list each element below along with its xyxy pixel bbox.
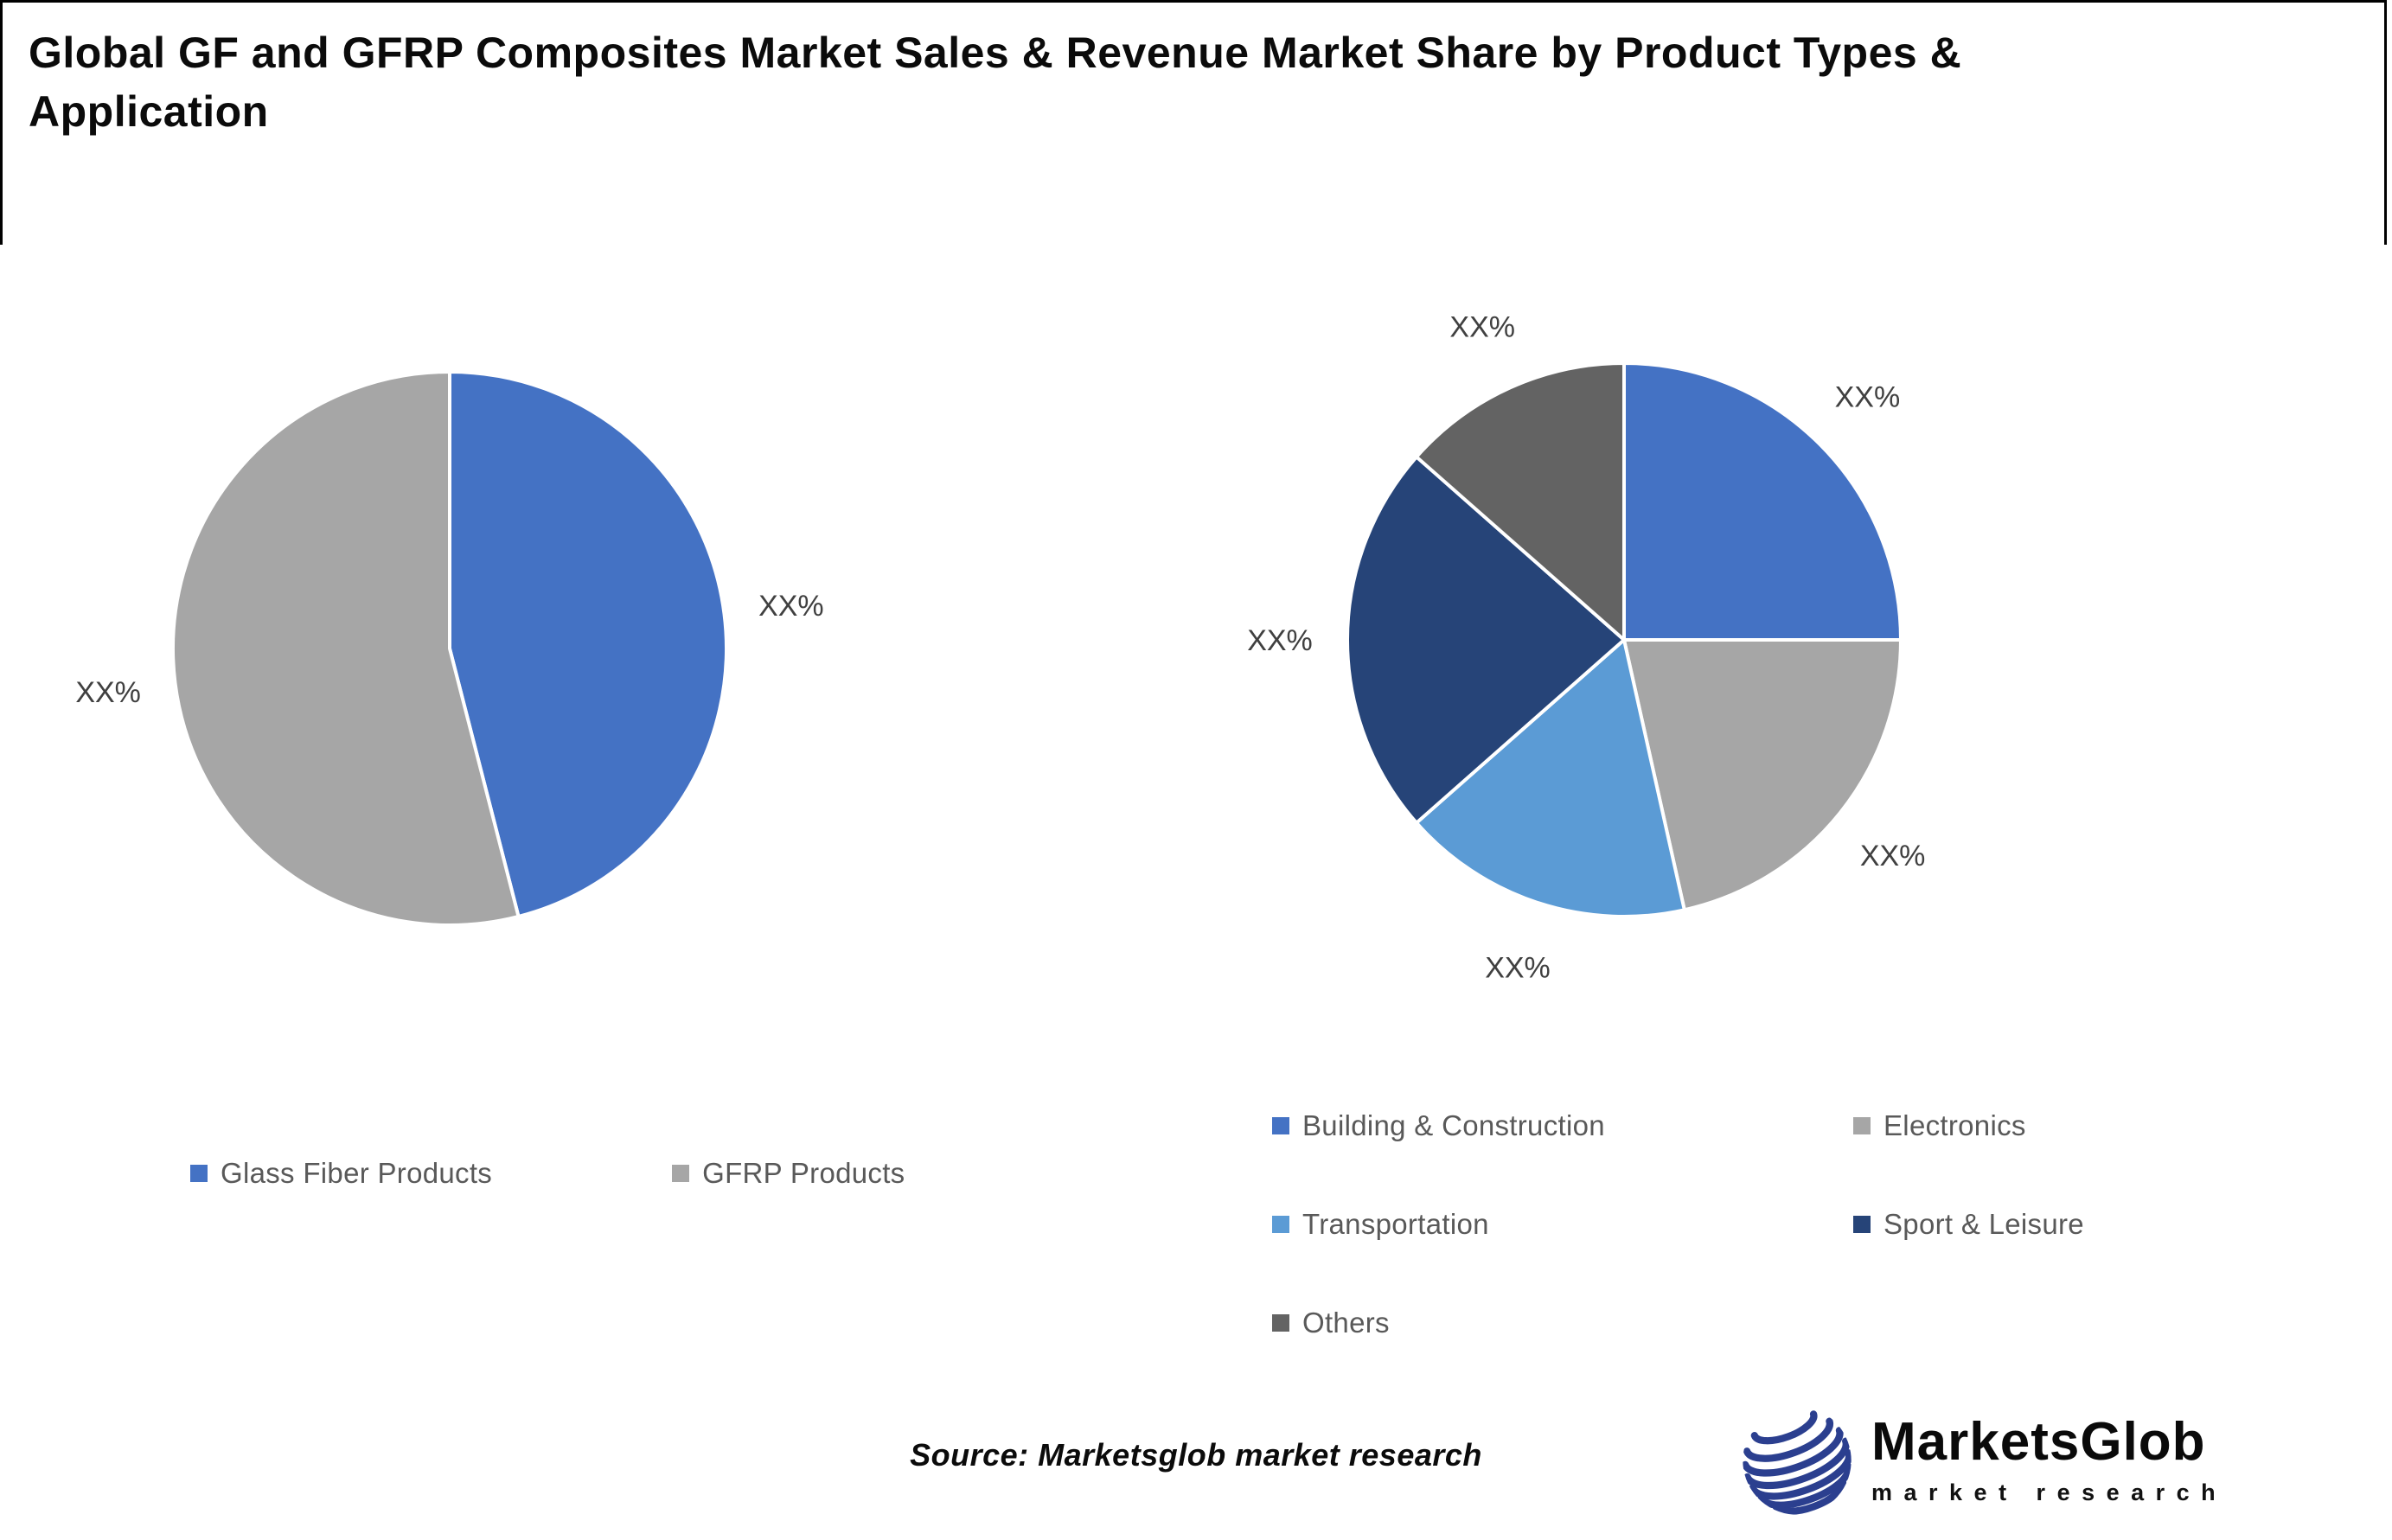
- legend-label-electronics: Electronics: [1884, 1109, 2026, 1141]
- legend-swatch-sport-leisure: [1853, 1216, 1871, 1233]
- legend-swatch-gfrp-products: [672, 1165, 690, 1182]
- pie-slice-gfrp-products: [171, 370, 521, 927]
- legend-label-building-construction: Building & Construction: [1302, 1109, 1605, 1141]
- legend-item-building-construction: Building & Construction: [1272, 1109, 1853, 1142]
- globe-stripe: [1743, 1437, 1850, 1490]
- legend-item-gfrp-products: GFRP Products: [672, 1157, 905, 1190]
- legend-label-glass-fiber-products: Glass Fiber Products: [221, 1157, 493, 1189]
- pie-label-transportation: XX%: [1485, 952, 1551, 985]
- page-title: Global GF and GFRP Composites Market Sal…: [29, 29, 1962, 136]
- globe-stripe: [1743, 1417, 1834, 1462]
- legend-item-electronics: Electronics: [1853, 1109, 2084, 1142]
- legend-swatch-building-construction: [1272, 1117, 1289, 1134]
- globe-stripe: [1757, 1462, 1852, 1509]
- pie-slice-others: [1414, 361, 1626, 642]
- legend-label-transportation: Transportation: [1302, 1208, 1489, 1240]
- legend-swatch-glass-fiber-products: [190, 1165, 208, 1182]
- logo-name: MarketsGlob: [1871, 1411, 2206, 1472]
- pie-slice-transportation: [1414, 638, 1686, 918]
- pie-slice-glass-fiber-products: [448, 370, 728, 918]
- legend-swatch-transportation: [1272, 1216, 1289, 1233]
- globe-stripe: [1742, 1427, 1844, 1477]
- legend-swatch-electronics: [1853, 1117, 1871, 1134]
- legend-application: Building & Construction Electronics Transp…: [1272, 1109, 2084, 1339]
- legend-item-transportation: Transportation: [1272, 1208, 1853, 1241]
- logo-tagline: market research: [1871, 1479, 2228, 1505]
- legend-label-sport-leisure: Sport & Leisure: [1884, 1208, 2084, 1240]
- globe-stripe: [1750, 1410, 1818, 1445]
- pie-label-glass-fiber-products: XX%: [758, 590, 824, 623]
- pie-slice-sport-leisure: [1345, 455, 1626, 825]
- logo-text: MarketsGlob market research: [1871, 1411, 2228, 1506]
- globe-icon: [1742, 1410, 1853, 1515]
- pie-label-electronics: XX%: [1860, 840, 1926, 872]
- pie-slice-building-construction: [1622, 361, 1903, 642]
- pie-label-building-construction: XX%: [1835, 381, 1901, 414]
- pie-label-gfrp-products: XX%: [75, 676, 141, 709]
- legend-item-glass-fiber-products: Glass Fiber Products: [190, 1157, 492, 1190]
- legend-item-sport-leisure: Sport & Leisure: [1853, 1208, 2084, 1241]
- logo: MarketsGlob market research: [1740, 1399, 2227, 1520]
- legend-product-types: Glass Fiber Products GFRP Products: [190, 1157, 905, 1190]
- legend-label-gfrp-products: GFRP Products: [702, 1157, 905, 1189]
- pie-slice-electronics: [1622, 638, 1903, 912]
- pie-chart-product-types: XX% XX%: [75, 370, 824, 927]
- pie-chart-application: XX% XX% XX% XX% XX%: [1247, 310, 1926, 985]
- legend-label-others: Others: [1302, 1307, 1390, 1339]
- legend-item-others: Others: [1272, 1307, 1853, 1339]
- title-frame: Global GF and GFRP Composites Market Sal…: [0, 0, 2387, 245]
- legend-swatch-others: [1272, 1314, 1289, 1332]
- pie-label-others: XX%: [1449, 310, 1515, 343]
- globe-stripe: [1771, 1477, 1847, 1515]
- pie-label-sport-leisure: XX%: [1247, 624, 1313, 657]
- source-note: Source: Marketsglob market research: [910, 1437, 1482, 1473]
